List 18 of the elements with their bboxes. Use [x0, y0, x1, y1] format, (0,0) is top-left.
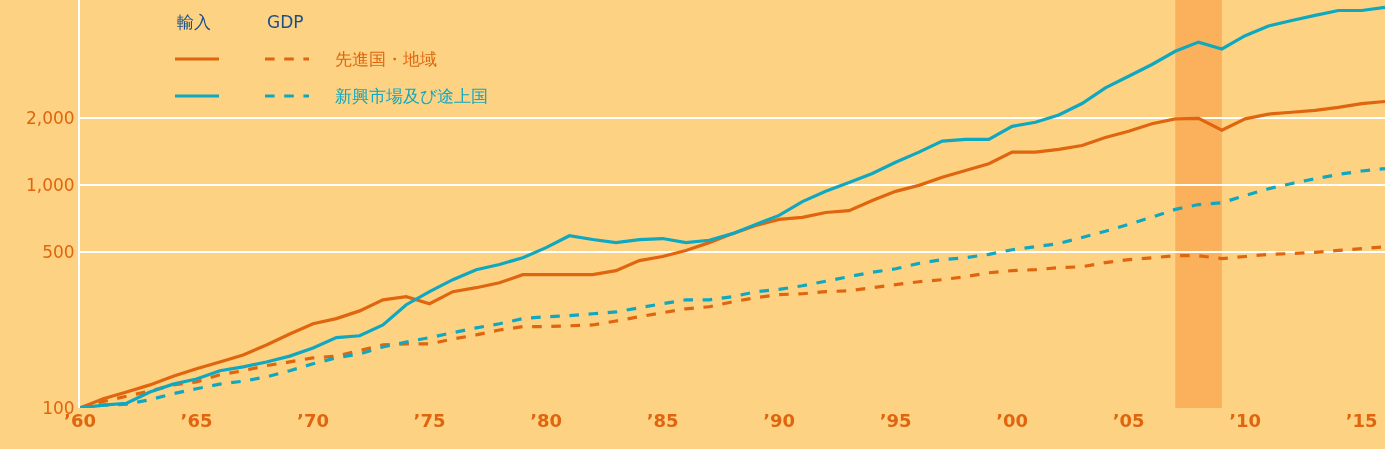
legend-label: 新興市場及び途上国	[335, 86, 488, 106]
x-tick-label: ’00	[996, 410, 1029, 431]
x-tick-label: ’05	[1112, 410, 1145, 431]
x-tick-label: ’65	[180, 410, 213, 431]
y-tick-label: 500	[42, 242, 75, 263]
annotation: GDP	[267, 12, 304, 32]
x-tick-label: ’85	[646, 410, 679, 431]
x-tick-label: ’80	[530, 410, 563, 431]
legend-label: 先進国・地域	[335, 49, 437, 69]
x-tick-label: ’75	[413, 410, 446, 431]
x-tick-label: ’95	[879, 410, 912, 431]
x-tick-label: ’90	[763, 410, 796, 431]
annotation: 輸入	[177, 12, 211, 32]
x-tick-label: ’15	[1345, 410, 1378, 431]
x-tick-label: ’10	[1229, 410, 1262, 431]
y-tick-label: 1,000	[25, 175, 75, 196]
x-tick-label: ’70	[297, 410, 329, 431]
y-tick-label: 2,000	[25, 108, 75, 129]
